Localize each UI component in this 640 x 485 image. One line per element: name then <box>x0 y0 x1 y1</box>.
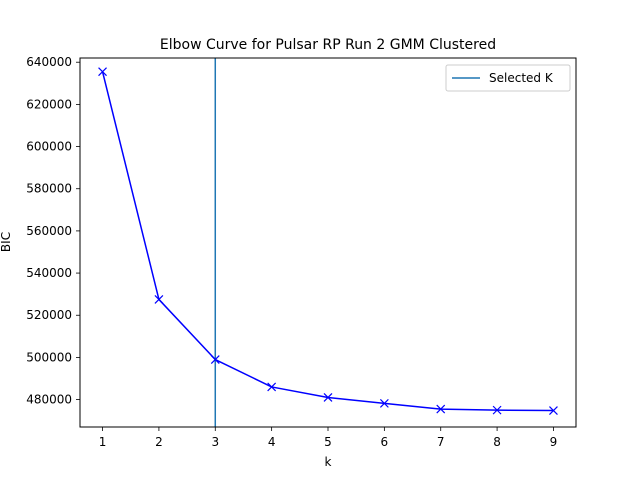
marker-stroke <box>549 406 558 415</box>
marker-stroke <box>436 404 446 414</box>
x-tick-label-5: 5 <box>324 435 332 449</box>
data-point-k1 <box>98 67 107 77</box>
x-tick-label-4: 4 <box>268 435 276 449</box>
data-point-k7 <box>436 404 446 414</box>
x-axis-label: k <box>325 455 332 469</box>
y-tick-label-600000: 600000 <box>26 140 72 154</box>
x-tick-label-6: 6 <box>381 435 389 449</box>
marker-stroke <box>154 295 164 304</box>
data-series <box>98 67 558 415</box>
data-point-k2 <box>154 295 164 304</box>
plot-area <box>80 58 576 427</box>
x-tick-label-8: 8 <box>493 435 501 449</box>
plot-frame <box>79 57 577 428</box>
marker-stroke <box>267 382 277 392</box>
y-tick-label-560000: 560000 <box>26 224 72 238</box>
x-tick-label-2: 2 <box>155 435 163 449</box>
x-tick-label-7: 7 <box>437 435 445 449</box>
x-tick-label-3: 3 <box>211 435 219 449</box>
data-point-k5 <box>323 393 333 402</box>
y-tick-label-580000: 580000 <box>26 182 72 196</box>
y-tick-label-620000: 620000 <box>26 97 72 111</box>
marker-stroke <box>379 398 389 408</box>
y-axis-label: BIC <box>0 232 13 252</box>
y-axis-ticks: 480000 500000 520000 540000 560000 580000 6000… <box>26 55 80 407</box>
y-tick-label-520000: 520000 <box>26 308 72 322</box>
marker-stroke <box>98 67 107 77</box>
data-point-k8 <box>492 405 502 415</box>
y-tick-label-480000: 480000 <box>26 393 72 407</box>
data-point-k6 <box>379 398 389 408</box>
x-tick-label-9: 9 <box>550 435 558 449</box>
marker-stroke <box>492 405 502 415</box>
y-tick-label-540000: 540000 <box>26 266 72 280</box>
data-point-k3 <box>210 355 220 364</box>
chart-title: Elbow Curve for Pulsar RP Run 2 GMM Clus… <box>160 37 496 53</box>
marker-stroke <box>323 393 333 402</box>
legend-box <box>445 64 571 92</box>
x-axis-ticks: 1 2 3 4 5 6 7 8 9 <box>99 427 558 449</box>
y-tick-label-640000: 640000 <box>26 55 72 69</box>
marker-stroke <box>210 355 220 364</box>
y-tick-label-500000: 500000 <box>26 350 72 364</box>
legend: Selected K <box>445 64 571 92</box>
x-tick-label-1: 1 <box>99 435 107 449</box>
data-point-k4 <box>267 382 277 392</box>
legend-label-selected-k: Selected K <box>489 71 554 85</box>
data-point-k9 <box>549 406 558 415</box>
